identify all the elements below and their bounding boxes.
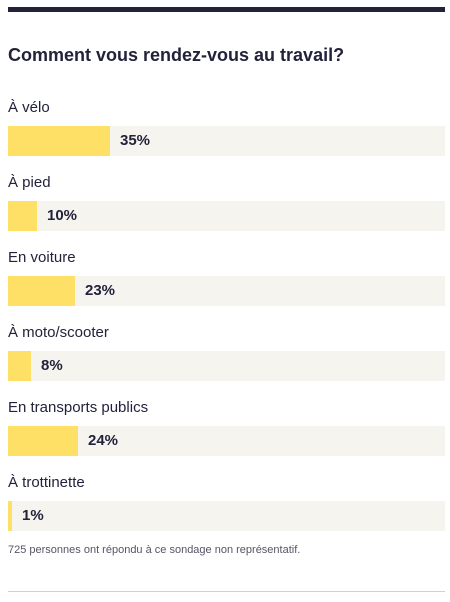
poll-option: À trottinette 1% (8, 471, 445, 546)
option-label: À trottinette (8, 474, 85, 491)
poll-option: À moto/scooter 8% (8, 321, 445, 396)
option-label: À pied (8, 174, 51, 191)
percent-label: 8% (41, 357, 63, 374)
bar (8, 201, 37, 231)
percent-label: 1% (22, 507, 44, 524)
bar-track: 8% (8, 351, 445, 381)
poll-option: À pied 10% (8, 171, 445, 246)
footnote: 725 personnes ont répondu à ce sondage n… (8, 544, 301, 556)
poll-option: À vélo 35% (8, 96, 445, 171)
bar (8, 501, 12, 531)
option-label: En transports publics (8, 399, 149, 416)
percent-label: 23% (85, 282, 116, 299)
bar-track: 1% (8, 501, 445, 531)
bar-track: 10% (8, 201, 445, 231)
bar (8, 351, 31, 381)
bottom-rule (8, 591, 445, 592)
option-label: À moto/scooter (8, 324, 109, 341)
option-label: À vélo (8, 99, 50, 116)
bar (8, 426, 78, 456)
poll-option: En voiture 23% (8, 246, 445, 321)
bar-track: 35% (8, 126, 445, 156)
top-rule (8, 7, 445, 12)
chart-title: Comment vous rendez-vous au travail? (8, 45, 345, 65)
bar (8, 276, 75, 306)
bar-track: 23% (8, 276, 445, 306)
percent-label: 35% (120, 132, 151, 149)
bar (8, 126, 110, 156)
bar-track: 24% (8, 426, 445, 456)
poll-option: En transports publics 24% (8, 396, 445, 471)
percent-label: 10% (47, 207, 78, 224)
poll-results: À vélo 35% À pied 10% En voiture 23% À moto/sc… (8, 96, 445, 546)
percent-label: 24% (88, 432, 119, 449)
option-label: En voiture (8, 249, 76, 266)
